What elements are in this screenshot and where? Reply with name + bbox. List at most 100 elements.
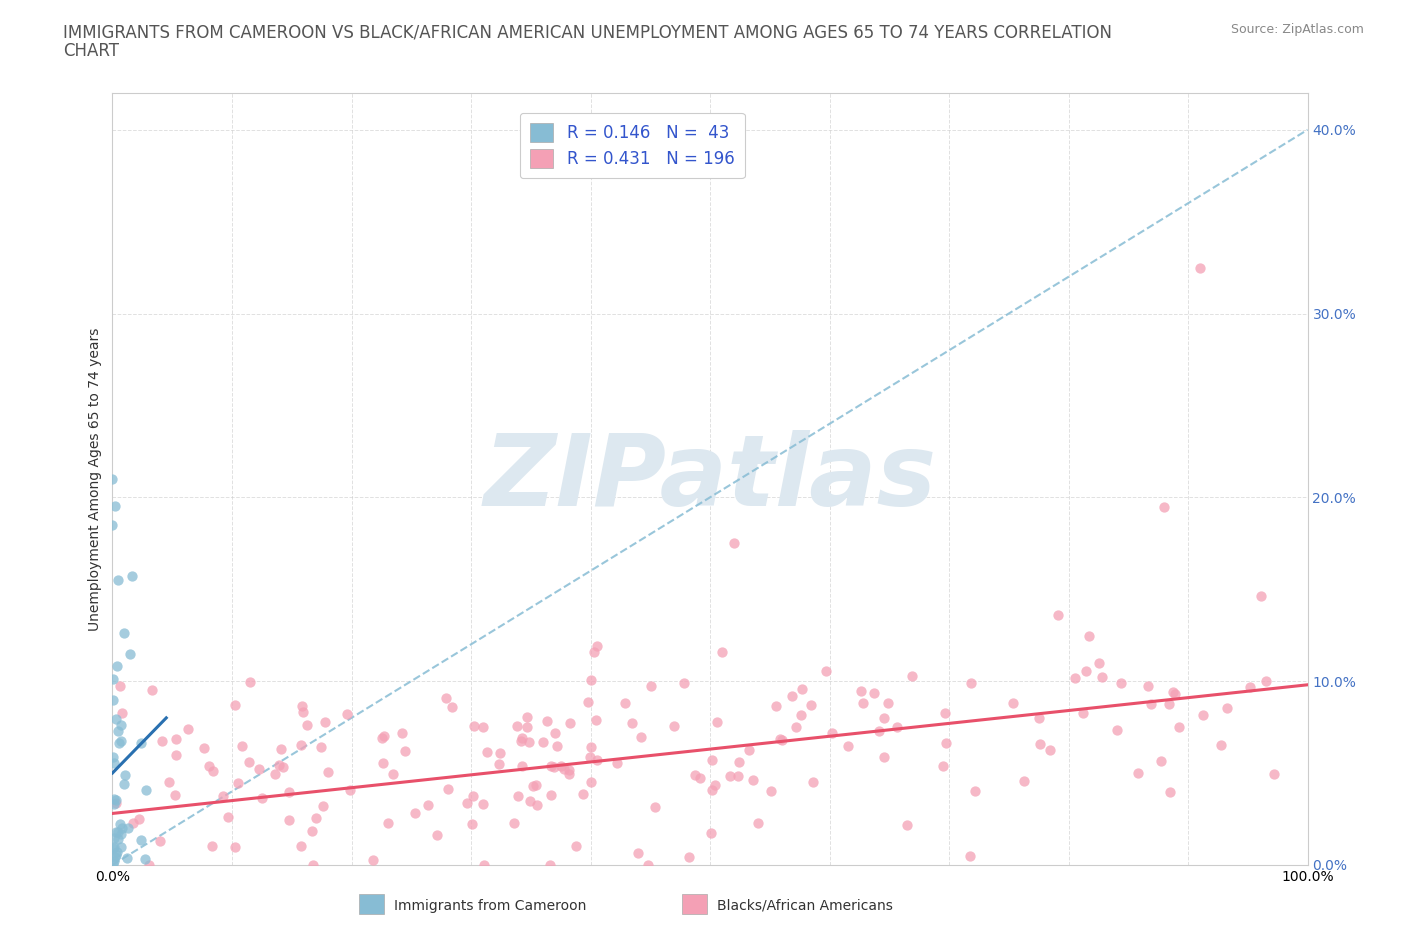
Point [706, 714, 728, 729]
Point [290, 839, 312, 854]
Point [278, 813, 301, 828]
Point [1192, 708, 1215, 723]
Point [640, 679, 662, 694]
Point [1157, 697, 1180, 711]
Point [103, 693, 125, 708]
Point [104, 792, 127, 807]
Point [873, 750, 896, 764]
Point [963, 783, 986, 798]
Point [193, 741, 215, 756]
Point [863, 685, 886, 700]
Point [149, 833, 172, 848]
Point [849, 684, 872, 698]
Point [852, 696, 875, 711]
Point [440, 699, 463, 714]
Point [101, 750, 124, 764]
Point [873, 711, 896, 725]
Point [780, 688, 803, 703]
Point [522, 778, 544, 793]
Point [212, 789, 235, 804]
Point [461, 789, 484, 804]
Point [264, 766, 287, 781]
Y-axis label: Unemployment Among Ages 65 to 74 years: Unemployment Among Ages 65 to 74 years [89, 327, 103, 631]
Point [224, 839, 246, 854]
Point [673, 676, 696, 691]
Point [437, 781, 460, 796]
Point [1088, 656, 1111, 671]
Point [314, 714, 336, 729]
Point [1136, 678, 1159, 693]
Point [586, 753, 609, 768]
Point [103, 792, 125, 807]
Text: Immigrants from Cameroon: Immigrants from Cameroon [394, 898, 586, 913]
Point [456, 796, 478, 811]
Point [471, 720, 494, 735]
Point [292, 704, 315, 719]
Point [814, 663, 837, 678]
Point [312, 798, 335, 813]
Point [141, 683, 163, 698]
Point [1107, 723, 1129, 737]
Text: IMMIGRANTS FROM CAMEROON VS BLACK/AFRICAN AMERICAN UNEMPLOYMENT AMONG AGES 65 TO: IMMIGRANTS FROM CAMEROON VS BLACK/AFRICA… [63, 23, 1112, 41]
Point [104, 499, 127, 514]
Point [134, 851, 156, 866]
Point [1071, 706, 1094, 721]
Point [1047, 608, 1070, 623]
Point [488, 757, 510, 772]
Point [1077, 628, 1099, 643]
Point [150, 734, 173, 749]
Point [463, 719, 485, 734]
Point [305, 811, 328, 826]
Point [509, 734, 531, 749]
Point [1074, 664, 1097, 679]
Point [177, 722, 200, 737]
Point [472, 857, 495, 872]
Point [200, 839, 222, 854]
Point [101, 841, 124, 856]
Point [1126, 765, 1149, 780]
Point [718, 769, 741, 784]
Point [110, 734, 132, 749]
Point [108, 735, 131, 750]
Point [416, 798, 439, 813]
Point [877, 696, 900, 711]
Point [741, 772, 763, 787]
Point [107, 824, 129, 839]
Point [336, 707, 359, 722]
Point [546, 738, 568, 753]
Point [110, 839, 132, 854]
Point [247, 761, 270, 776]
Point [959, 849, 981, 864]
Point [960, 676, 983, 691]
Point [290, 737, 312, 752]
Point [291, 698, 314, 713]
Point [1153, 499, 1175, 514]
Point [434, 690, 457, 705]
Point [538, 857, 561, 872]
Point [112, 626, 135, 641]
Point [935, 736, 957, 751]
Point [678, 850, 700, 865]
Point [107, 724, 129, 738]
Point [311, 739, 333, 754]
Point [934, 706, 956, 721]
Point [896, 817, 918, 832]
Point [1250, 589, 1272, 604]
Point [606, 756, 628, 771]
Text: CHART: CHART [63, 42, 120, 60]
Point [700, 826, 723, 841]
Point [519, 793, 541, 808]
Point [165, 748, 187, 763]
Point [202, 764, 225, 778]
Point [231, 738, 253, 753]
Point [224, 698, 246, 712]
Point [579, 739, 602, 754]
Point [104, 850, 127, 865]
Point [129, 832, 152, 847]
Point [1161, 684, 1184, 699]
Point [710, 644, 733, 659]
Point [198, 759, 221, 774]
Point [759, 784, 782, 799]
Point [104, 711, 127, 726]
Point [516, 710, 538, 724]
